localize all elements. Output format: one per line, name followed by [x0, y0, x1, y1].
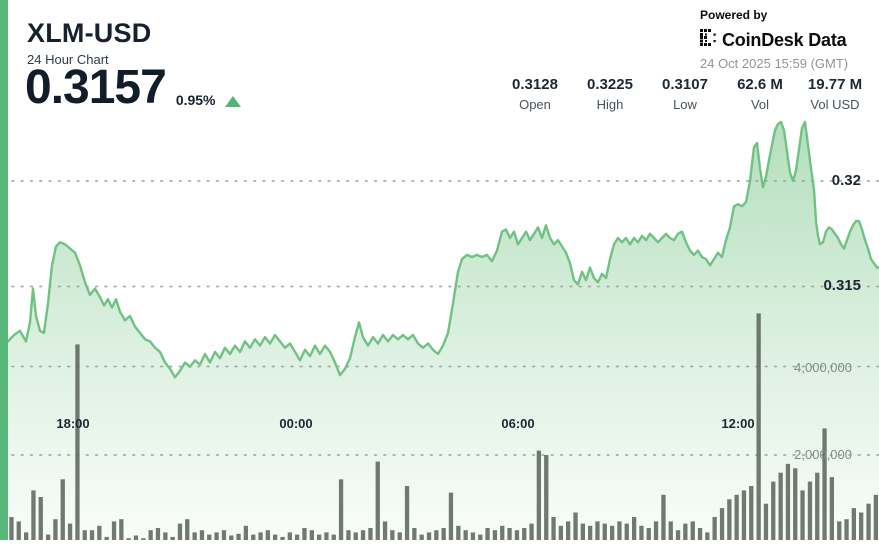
volume-axis-label-4m: 4,000,000	[794, 360, 852, 375]
volume-bars	[2, 313, 878, 541]
stat-high-value: 0.3225	[587, 76, 633, 93]
stat-vol-usd-value: 19.77 M	[807, 76, 863, 93]
price-axis-label-0315: 0.315	[823, 277, 861, 294]
brand-row[interactable]: CoinDesk Data	[700, 29, 848, 51]
stat-high: 0.3225 High	[582, 76, 638, 112]
up-triangle-icon	[224, 96, 241, 107]
current-price: 0.3157	[25, 61, 167, 114]
stat-open-value: 0.3128	[512, 76, 558, 93]
x-axis-label-0000: 00:00	[279, 416, 313, 431]
x-axis-label-1200: 12:00	[721, 416, 755, 431]
price-line	[6, 120, 879, 379]
brand-name: CoinDesk Data	[722, 29, 847, 50]
accent-sidebar	[0, 0, 8, 540]
stat-vol-usd-label: Vol USD	[810, 97, 860, 112]
stat-vol-value: 62.6 M	[737, 76, 783, 93]
stat-open: 0.3128 Open	[507, 76, 563, 112]
chart-subtitle: 24 Hour Chart	[27, 52, 109, 67]
price-change-percent: 0.95%	[175, 92, 216, 108]
stat-low-value: 0.3107	[662, 76, 708, 93]
chart-timestamp: 24 Oct 2025 15:59 (GMT)	[700, 56, 849, 71]
ohlc-stats-row: 0.3128 Open 0.3225 High 0.3107 Low 62.6 …	[507, 76, 863, 112]
stat-vol-usd: 19.77 M Vol USD	[807, 76, 863, 112]
stat-high-label: High	[596, 97, 624, 112]
x-axis-label-0600: 06:00	[501, 416, 535, 431]
stat-vol-label: Vol	[750, 97, 770, 112]
stat-vol: 62.6 M Vol	[732, 76, 788, 112]
volume-axis-label-2m: 2,000,000	[794, 447, 852, 462]
stat-low: 0.3107 Low	[657, 76, 713, 112]
price-axis-label-032: 0.32	[831, 172, 861, 189]
stat-low-label: Low	[673, 97, 697, 112]
coindesk-logo-icon	[700, 29, 717, 51]
x-axis-label-1800: 18:00	[56, 416, 90, 431]
powered-by-label: Powered by	[700, 8, 768, 22]
page-title: XLM-USD	[27, 18, 152, 48]
price-area-fill	[8, 121, 879, 541]
stat-open-label: Open	[519, 97, 551, 112]
